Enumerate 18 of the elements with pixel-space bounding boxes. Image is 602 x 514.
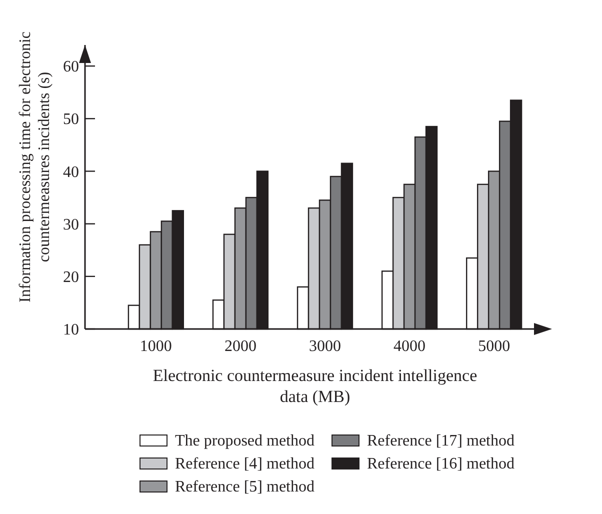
legend-label: The proposed method [175,432,315,450]
x-tick-label: 4000 [394,338,426,355]
x-tick-label: 2000 [224,338,256,355]
x-tick-label: 1000 [140,338,172,355]
y-tick-label: 60 [63,58,79,76]
y-axis-title: Information processing time for electronic countermeasures incidents (s) [17,31,53,303]
y-tick-label: 50 [63,111,79,128]
x-tick-label: 5000 [478,338,510,355]
y-tick-label: 20 [63,269,79,286]
legend-label: Reference [17] method [367,432,514,450]
legend-label: Reference [16] method [367,456,514,473]
x-tick-label: 3000 [309,338,341,355]
legend-label: Reference [4] method [175,456,314,473]
y-tick-label: 40 [63,164,79,181]
y-tick-label: 10 [63,322,79,339]
y-tick-label: 30 [63,216,79,234]
legend-label: Reference [5] method [175,478,314,496]
x-axis-title: Electronic countermeasure incident intelligence data (MB) [152,366,478,406]
